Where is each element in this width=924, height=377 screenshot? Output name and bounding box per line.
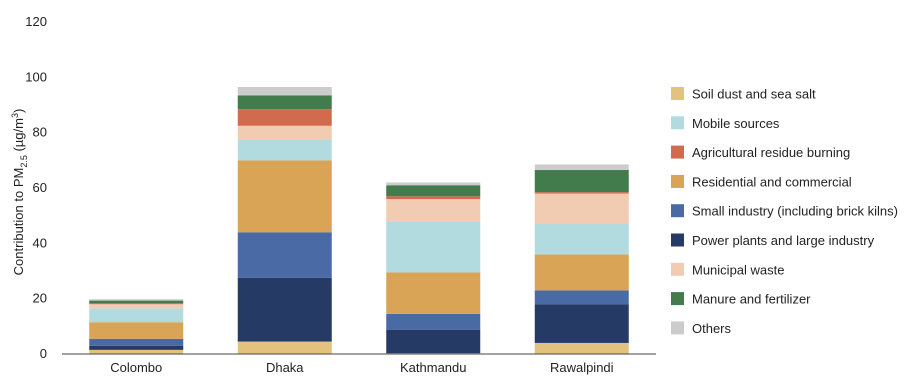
- bar-segment: [534, 254, 629, 291]
- y-tick-label: 20: [33, 291, 47, 306]
- bar-segment: [237, 160, 332, 233]
- legend-swatch: [671, 233, 684, 247]
- bar-segment: [237, 277, 332, 342]
- legend-item: Mobile sources: [671, 116, 780, 131]
- legend-item: Residential and commercial: [671, 174, 852, 189]
- bar-stack: [89, 299, 184, 354]
- bar-segment: [534, 170, 629, 193]
- bar-segment: [89, 308, 184, 323]
- bar-segment: [534, 290, 629, 305]
- y-tick-label: 0: [40, 346, 47, 361]
- bar-segment: [89, 338, 184, 346]
- legend-label: Power plants and large industry: [692, 233, 875, 248]
- bar-segment: [386, 272, 481, 314]
- bar-segment: [386, 185, 481, 197]
- legend-label: Residential and commercial: [692, 174, 852, 189]
- y-tick-label: 100: [25, 69, 47, 84]
- bar-segment: [386, 199, 481, 222]
- legend-item: Power plants and large industry: [671, 233, 875, 248]
- bar-segment: [89, 345, 184, 350]
- legend-swatch: [671, 174, 684, 188]
- bar-segment: [534, 342, 629, 354]
- bar-segment: [386, 182, 481, 186]
- bar-segment: [237, 232, 332, 278]
- y-tick-label: 80: [33, 125, 47, 140]
- legend-item: Agricultural residue burning: [671, 145, 850, 160]
- legend-label: Mobile sources: [692, 116, 780, 131]
- bar-segment: [386, 313, 481, 330]
- legend-label: Soil dust and sea salt: [692, 87, 816, 102]
- legend-swatch: [671, 292, 684, 306]
- bar-segment: [386, 196, 481, 200]
- legend-swatch: [671, 145, 684, 159]
- legend-label: Small industry (including brick kilns): [692, 204, 898, 219]
- bar-segment: [89, 322, 184, 339]
- legend-swatch: [671, 204, 684, 218]
- bars: [89, 87, 629, 354]
- x-axis: Colombo Dhaka Kathmandu Rawalpindi: [110, 360, 613, 375]
- y-tick-label: 60: [33, 180, 47, 195]
- bar-segment: [534, 192, 629, 194]
- bar-segment: [386, 329, 481, 354]
- bar-stack: [386, 182, 481, 354]
- y-tick-label: 120: [25, 14, 47, 29]
- bar-stack: [534, 164, 629, 354]
- x-tick-label: Rawalpindi: [550, 360, 614, 375]
- x-tick-label: Colombo: [110, 360, 162, 375]
- bar-segment: [237, 95, 332, 110]
- bar-segment: [534, 193, 629, 224]
- legend-swatch: [671, 321, 684, 335]
- y-axis-label: Contribution to PM2.5 (µg/m3): [10, 109, 29, 276]
- bar-segment: [237, 109, 332, 126]
- bar-segment: [534, 304, 629, 343]
- y-axis: 0 20 40 60 80 100 120: [25, 14, 47, 361]
- bar-segment: [534, 223, 629, 255]
- y-tick-label: 40: [33, 235, 47, 250]
- bar-segment: [237, 139, 332, 161]
- bar-stack: [237, 87, 332, 354]
- bar-segment: [237, 125, 332, 140]
- bar-segment: [89, 299, 184, 301]
- x-tick-label: Dhaka: [266, 360, 304, 375]
- legend-item: Manure and fertilizer: [671, 292, 811, 307]
- legend-swatch: [671, 262, 684, 276]
- bar-segment: [237, 341, 332, 354]
- legend-item: Municipal waste: [671, 262, 785, 277]
- legend-label: Agricultural residue burning: [692, 145, 850, 160]
- legend-swatch: [671, 87, 684, 100]
- bar-segment: [89, 300, 184, 304]
- bar-segment: [89, 349, 184, 354]
- legend-item: Soil dust and sea salt: [671, 87, 816, 102]
- legend-label: Municipal waste: [692, 262, 785, 277]
- legend: Soil dust and sea salt Mobile sources Agri…: [671, 87, 898, 336]
- legend-swatch: [671, 116, 684, 130]
- bar-segment: [534, 164, 629, 171]
- legend-item: Small industry (including brick kilns): [671, 204, 898, 219]
- legend-item: Others: [671, 321, 732, 336]
- legend-label: Manure and fertilizer: [692, 292, 811, 307]
- legend-label: Others: [692, 321, 732, 336]
- bar-segment: [386, 221, 481, 273]
- bar-segment: [89, 304, 184, 309]
- bar-segment: [237, 87, 332, 96]
- bar-segment: [89, 303, 184, 305]
- x-tick-label: Kathmandu: [400, 360, 467, 375]
